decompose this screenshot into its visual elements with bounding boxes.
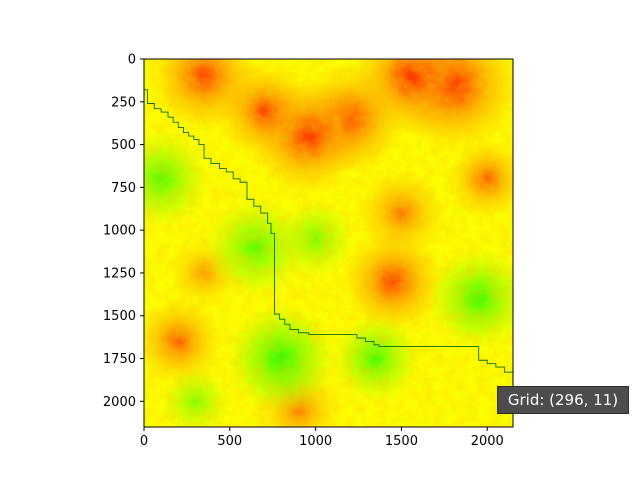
y-tick-label: 750 bbox=[111, 181, 136, 196]
y-tick-label: 500 bbox=[111, 138, 136, 153]
x-tick-label: 1500 bbox=[385, 434, 418, 449]
y-tick-label: 1750 bbox=[103, 352, 136, 367]
y-tick-label: 1250 bbox=[103, 266, 136, 281]
axes-frame bbox=[143, 58, 514, 428]
x-tick-label: 0 bbox=[140, 434, 148, 449]
y-axis: 0 250 500 750 1000 1250 1500 1750 2000 bbox=[103, 53, 144, 410]
route-path bbox=[144, 89, 513, 373]
y-tick-label: 2000 bbox=[103, 395, 136, 410]
x-axis: 0 500 1000 1500 2000 bbox=[140, 427, 504, 449]
grid-coordinate-tooltip: Grid: (296, 11) bbox=[497, 386, 629, 414]
plot-area bbox=[143, 58, 514, 428]
x-tick-label: 500 bbox=[217, 434, 242, 449]
heatmap-image bbox=[144, 59, 513, 427]
heatmap-texture-cool bbox=[144, 59, 513, 427]
x-tick-label: 1000 bbox=[299, 434, 332, 449]
y-tick-label: 1000 bbox=[103, 224, 136, 239]
y-tick-label: 0 bbox=[128, 53, 136, 68]
x-tick-label: 2000 bbox=[471, 434, 504, 449]
y-tick-label: 250 bbox=[111, 95, 136, 110]
y-tick-label: 1500 bbox=[103, 309, 136, 324]
